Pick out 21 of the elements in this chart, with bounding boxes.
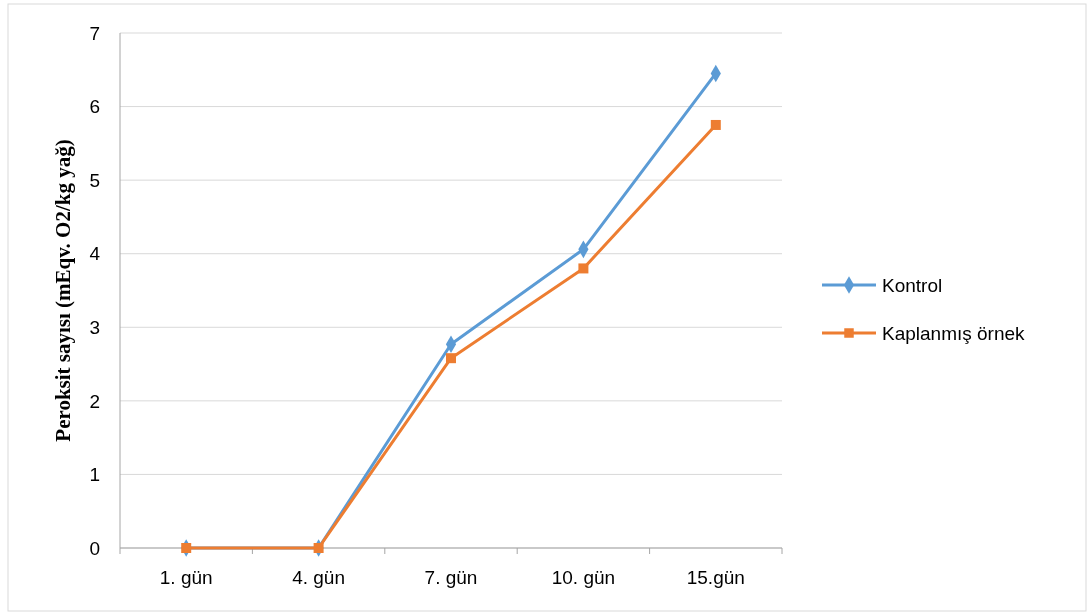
y-tick-label: 0	[89, 537, 100, 559]
legend-label: Kontrol	[882, 274, 943, 296]
point	[710, 119, 721, 130]
y-tick-label: 3	[89, 316, 100, 338]
y-axis-title: Peroksit sayısı (mEqv. O2/kg yağ)	[51, 139, 75, 442]
point	[578, 263, 589, 274]
legend-label: Kaplanmış örnek	[882, 322, 1026, 344]
y-tick-label: 7	[89, 22, 100, 44]
y-tick-label: 5	[89, 169, 100, 191]
x-tick-label: 7. gün	[424, 567, 478, 588]
x-tick-label: 1. gün	[159, 567, 213, 588]
x-tick-label: 10. gün	[551, 567, 616, 588]
point	[446, 353, 456, 364]
y-tick-label: 6	[89, 96, 100, 118]
y-tick-label: 4	[89, 243, 101, 265]
point	[181, 543, 192, 553]
y-tick-label: 2	[89, 390, 100, 412]
point	[313, 543, 324, 553]
x-tick-label: 4. gün	[292, 567, 346, 588]
x-tick-label: 15.gün	[686, 567, 745, 588]
y-tick-label: 1	[89, 464, 100, 486]
